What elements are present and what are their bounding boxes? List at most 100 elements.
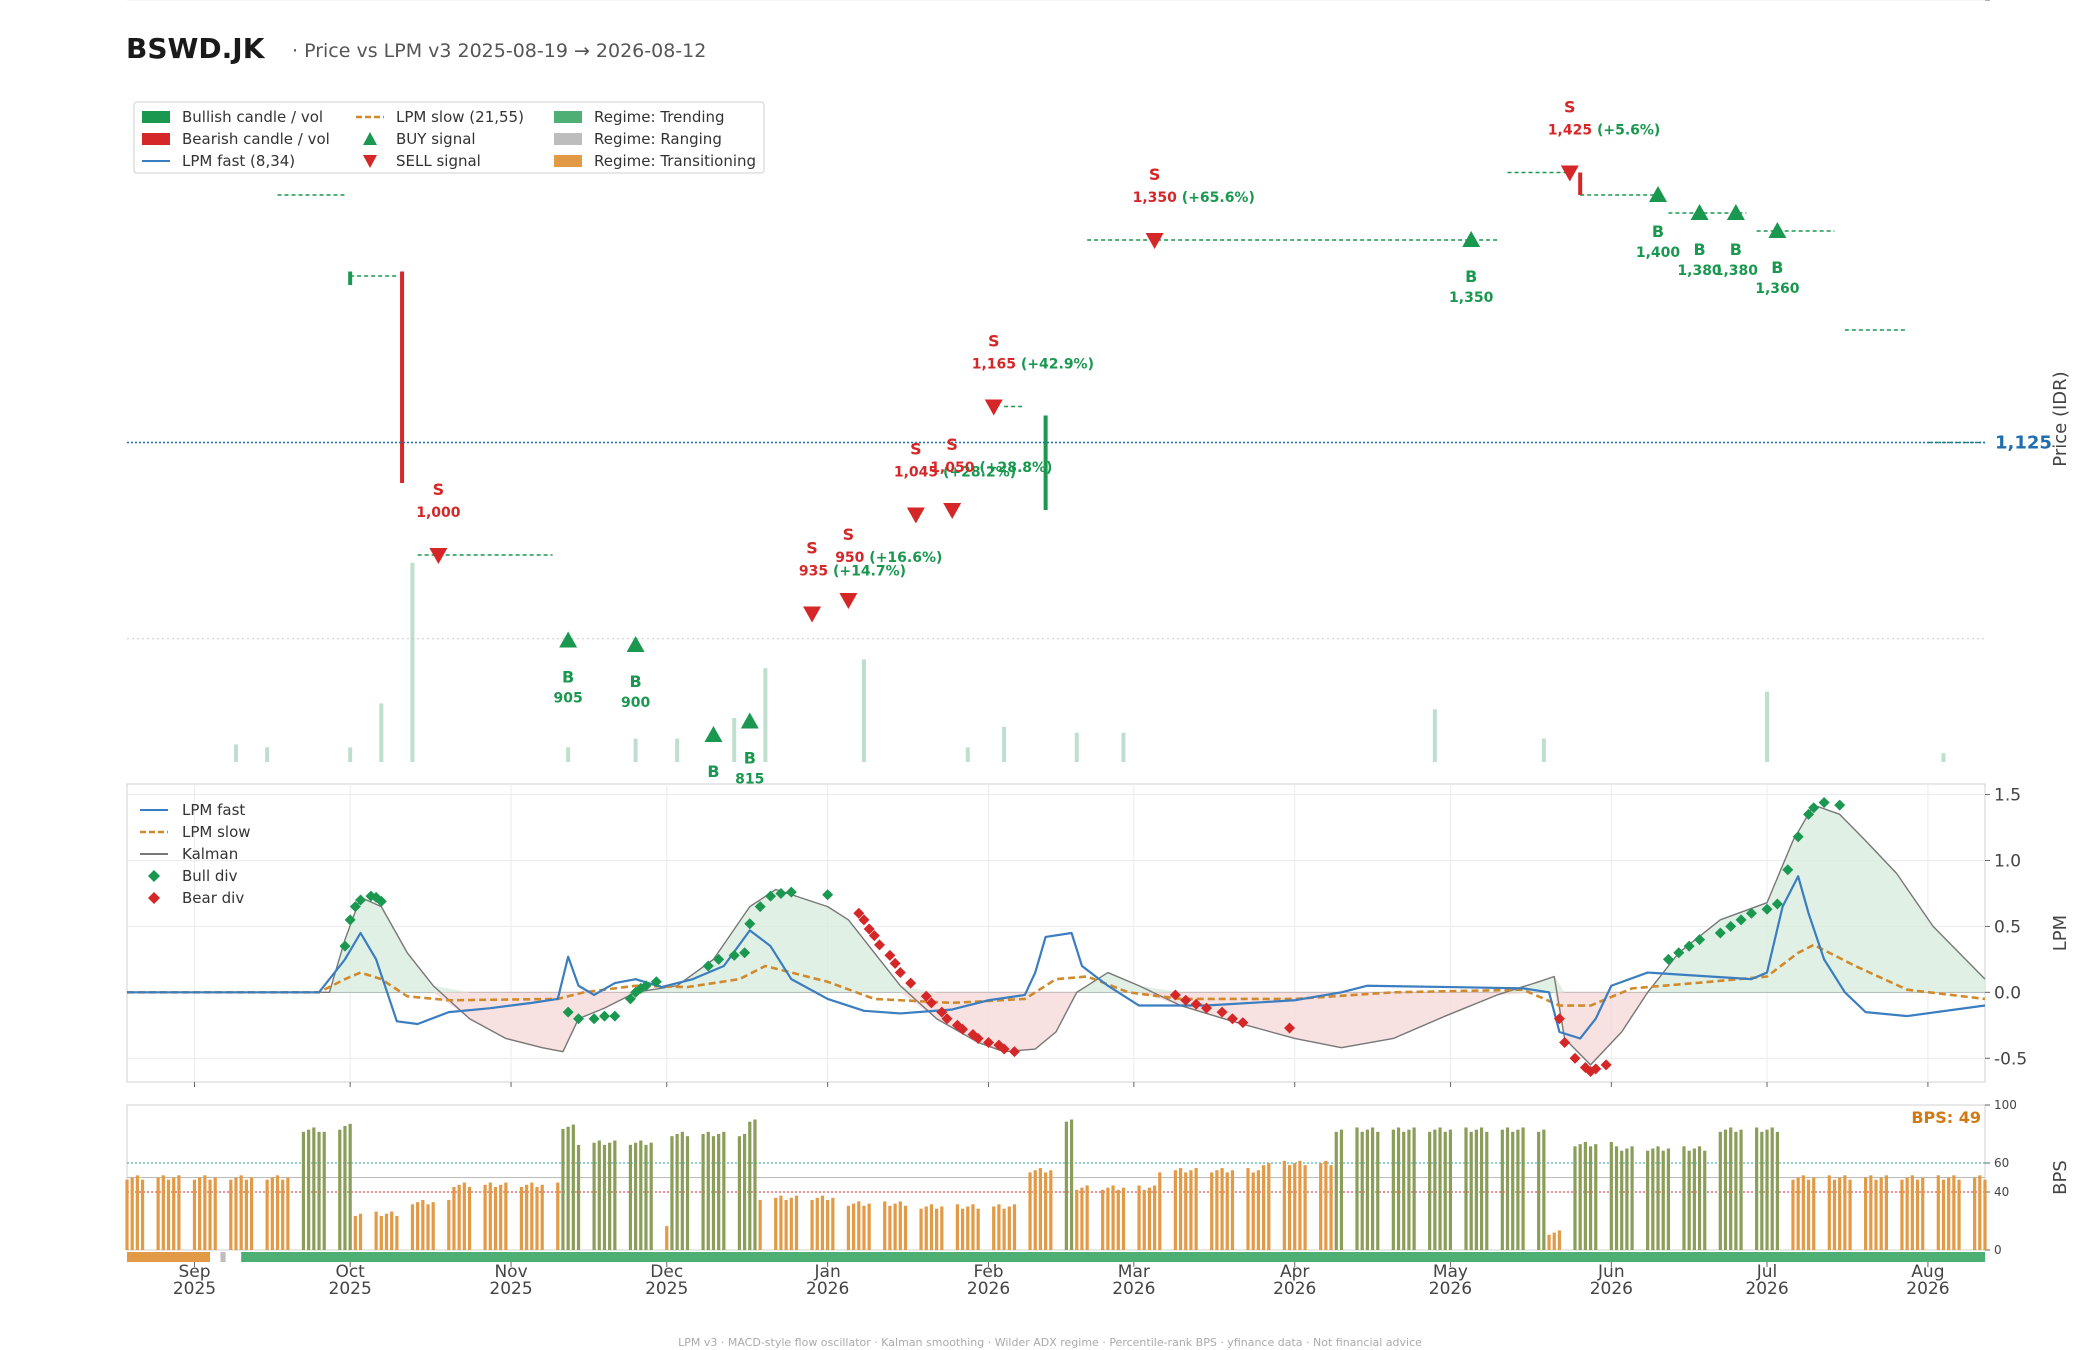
bps-bar	[395, 1215, 399, 1250]
bps-bar	[1298, 1160, 1302, 1250]
bps-bar	[935, 1208, 939, 1250]
sell-signal-letter: S	[946, 435, 958, 454]
bear-div-marker	[920, 990, 932, 1002]
bps-bar	[1646, 1150, 1650, 1250]
bps-bar	[851, 1203, 856, 1250]
bull-div-marker	[1771, 898, 1783, 910]
bps-bar	[1448, 1129, 1453, 1250]
buy-signal-letter: B	[744, 749, 756, 768]
bps-bar	[1864, 1177, 1868, 1250]
bps-bar	[431, 1202, 435, 1250]
bps-bar	[753, 1119, 757, 1250]
sell-signal-price: 950 (+16.6%)	[835, 550, 942, 566]
price-ytick-label: 900	[1994, 0, 2026, 5]
bull-div-marker	[1792, 831, 1804, 843]
bps-bar	[1879, 1177, 1883, 1250]
bull-div-marker	[355, 894, 367, 906]
bps-bar	[1656, 1146, 1660, 1250]
bps-bar	[685, 1136, 690, 1250]
bps-bar	[815, 1197, 819, 1250]
bps-bar	[166, 1179, 171, 1250]
bps-bar	[940, 1206, 944, 1250]
bear-div-marker	[1180, 994, 1192, 1006]
bps-bar	[1396, 1127, 1401, 1250]
bps-bar	[1703, 1150, 1707, 1250]
bps-bar	[955, 1204, 959, 1250]
bps-bar	[1666, 1148, 1671, 1250]
legend-label: Regime: Ranging	[594, 130, 722, 148]
xtick-month: Mar	[1118, 1262, 1150, 1282]
buy-signal-marker	[1649, 186, 1668, 202]
bps-bar	[743, 1134, 747, 1250]
bps-bar	[483, 1184, 487, 1250]
bps-bar	[1910, 1175, 1914, 1250]
bps-bar	[1334, 1131, 1338, 1250]
bull-div-marker	[822, 889, 834, 901]
bear-div-marker	[1600, 1059, 1612, 1071]
bps-bar	[1412, 1127, 1416, 1250]
bear-div-marker	[1559, 1036, 1571, 1048]
bps-bar	[358, 1213, 363, 1250]
price-ytick-label: 1100	[1994, 0, 2037, 5]
bps-bar	[177, 1175, 181, 1250]
bull-div-marker	[1683, 940, 1695, 952]
legend-swatch	[363, 132, 377, 145]
bps-bar	[275, 1175, 280, 1250]
bps-bar	[1438, 1127, 1442, 1250]
buy-signal-marker	[1768, 222, 1787, 238]
bps-ytick-label: 0	[1994, 1243, 2002, 1257]
bps-bar	[561, 1128, 565, 1250]
bps-bar	[1215, 1170, 1219, 1250]
volume-bar	[732, 718, 737, 762]
bps-bar	[488, 1182, 492, 1250]
sell-signal-marker	[984, 399, 1003, 416]
bps-bar	[1251, 1172, 1255, 1250]
bear-div-marker	[936, 1006, 948, 1018]
lpm-legend-label: Bull div	[182, 867, 238, 885]
bps-bar	[265, 1179, 269, 1250]
lpm-ytick-label: 1.0	[1994, 851, 2021, 871]
bps-bar	[421, 1199, 425, 1250]
bps-bar	[1692, 1148, 1696, 1250]
xtick-year: 2026	[1273, 1279, 1316, 1299]
bps-bar	[322, 1131, 326, 1250]
bps-bar	[1734, 1131, 1738, 1250]
bps-bar	[1479, 1127, 1484, 1250]
buy-signal-letter: B	[707, 762, 719, 781]
bearish-candle	[1578, 172, 1583, 195]
bps-bar	[608, 1142, 612, 1250]
bps-bar	[758, 1199, 762, 1250]
bps-bar	[140, 1179, 145, 1250]
bps-bar	[1915, 1179, 1920, 1250]
bps-bar	[1230, 1170, 1235, 1250]
bps-bar	[919, 1208, 923, 1250]
bull-div-marker	[349, 901, 361, 913]
bps-bar	[1578, 1144, 1582, 1250]
bps-bar	[1651, 1148, 1655, 1250]
bear-div-marker	[1237, 1017, 1249, 1029]
bear-div-marker	[1226, 1013, 1238, 1025]
price-axis-label: Price (IDR)	[2050, 371, 2071, 466]
bull-div-marker	[713, 953, 725, 965]
legend-label: Bearish candle / vol	[182, 130, 330, 148]
bear-div-marker	[863, 923, 875, 935]
lpm-ytick-label: 1.5	[1994, 786, 2021, 806]
volume-bar	[1121, 732, 1126, 762]
volume-bar	[633, 738, 638, 762]
buy-signal-price: 900	[621, 695, 650, 711]
buy-signal-marker	[1726, 204, 1745, 220]
bps-bar	[1838, 1177, 1842, 1250]
bps-bar	[1324, 1160, 1328, 1250]
page-title: BSWD.JK	[126, 32, 265, 65]
bps-bar	[493, 1186, 498, 1250]
bps-bar	[1028, 1172, 1032, 1250]
bps-bar	[161, 1175, 165, 1250]
bull-div-marker	[1745, 907, 1757, 919]
xtick-month: Aug	[1911, 1262, 1944, 1282]
bps-bar	[1682, 1146, 1686, 1250]
legend-swatch	[142, 133, 170, 145]
sell-signal-price: 1,045 (+28.2%)	[894, 465, 1016, 481]
sell-signal-marker	[1145, 233, 1164, 249]
bps-bar	[1739, 1129, 1743, 1250]
bps-bar	[1775, 1131, 1780, 1250]
